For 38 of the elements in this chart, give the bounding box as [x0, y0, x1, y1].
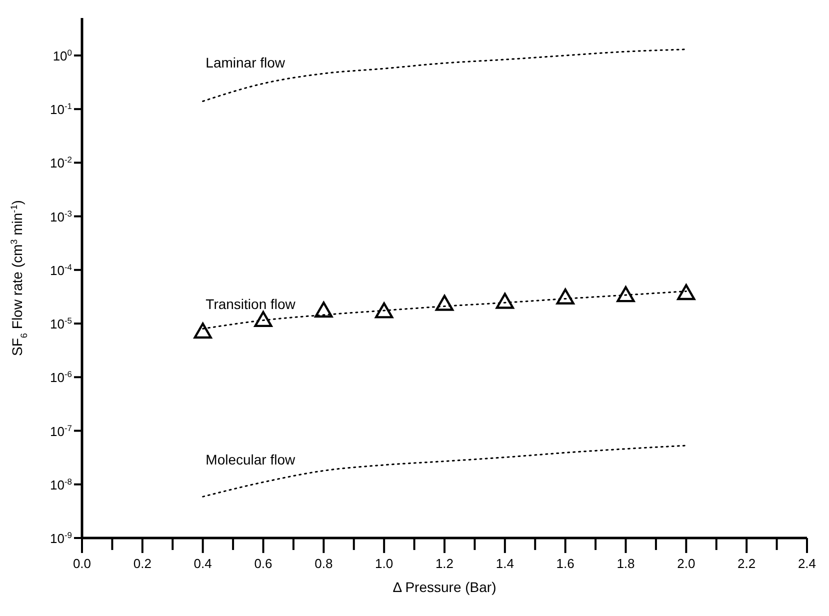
point	[616, 286, 635, 302]
point	[677, 284, 696, 300]
y-tick-label: 10$^{0}$	[52, 47, 72, 64]
y-tick-label: 10$^{-9}$	[50, 530, 72, 546]
y-tick-label: 10$^{-2}$	[50, 154, 72, 171]
x-tick-label: 0.8	[314, 556, 333, 571]
point	[194, 322, 212, 339]
point	[314, 302, 333, 318]
y-tick-label: 10$^{-1}$	[50, 101, 72, 118]
series-label: Laminar flow	[206, 54, 286, 71]
y-tick-label: 10$^{-8}$	[50, 476, 72, 492]
y-tick-label: 10$^{-7}$	[50, 422, 72, 439]
x-tick-label: 2.0	[677, 556, 696, 571]
x-tick-label: 2.2	[738, 556, 756, 571]
point	[254, 311, 272, 328]
x-axis-title: Δ Pressure (Bar)	[392, 579, 496, 595]
x-tick-label: 1.8	[616, 556, 635, 571]
point	[435, 294, 454, 311]
series-label: Transition flow	[206, 296, 296, 312]
x-tick-label: 1.2	[435, 556, 454, 571]
x-tick-label: 0.6	[254, 556, 272, 571]
x-tick-label: 2.4	[798, 556, 816, 571]
y-tick-label: 10$^{-6}$	[50, 369, 72, 386]
x-tick-label: 0.2	[133, 556, 152, 571]
y-tick-label: 10$^{-4}$	[50, 262, 72, 278]
y-tick-label: 10$^{-5}$	[50, 316, 72, 332]
point	[556, 288, 574, 304]
line-series	[202, 48, 687, 102]
line-series	[202, 444, 687, 498]
x-tick-label: 1.6	[556, 556, 574, 571]
x-tick-label: 1.4	[496, 556, 514, 571]
x-tick-label: 1.0	[375, 556, 394, 571]
x-tick-label: 0.4	[194, 556, 212, 571]
point	[375, 302, 394, 318]
series-label: Molecular flow	[206, 452, 296, 468]
y-tick-label: 10$^{-3}$	[50, 208, 72, 224]
x-tick-label: 0.0	[72, 556, 92, 571]
point	[496, 292, 514, 309]
